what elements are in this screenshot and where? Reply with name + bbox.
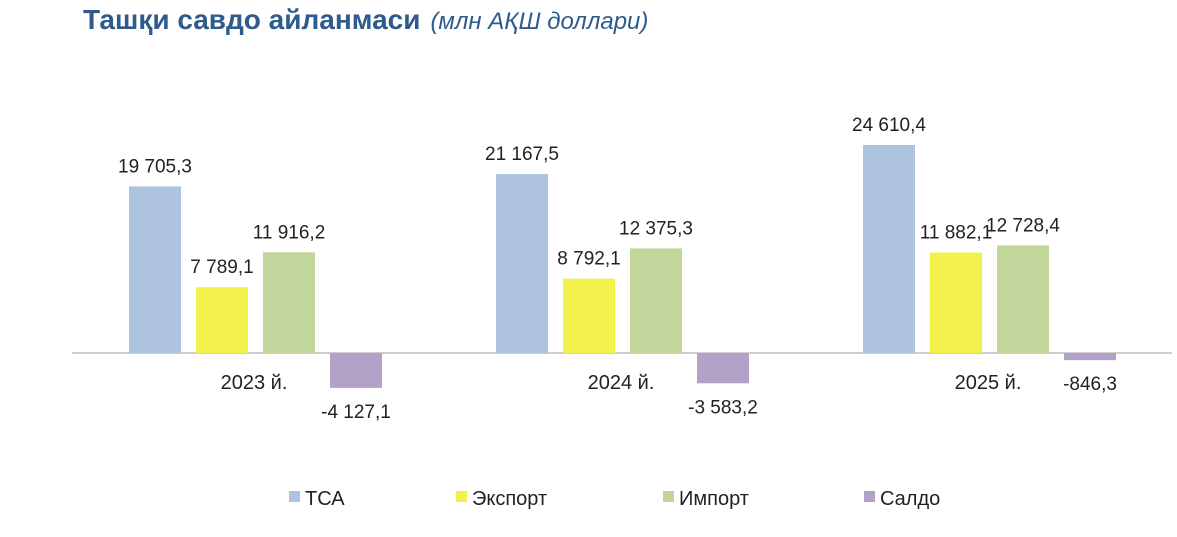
legend-swatch-Экспорт bbox=[456, 491, 467, 502]
data-label: 7 789,1 bbox=[190, 257, 253, 278]
bar-Импорт-1 bbox=[263, 252, 315, 353]
data-label: 8 792,1 bbox=[557, 249, 620, 270]
data-label: -3 583,2 bbox=[688, 397, 758, 418]
bar-Экспорт-1 bbox=[196, 287, 248, 353]
bar-ТСА-3 bbox=[863, 145, 915, 353]
bar-Салдо-3 bbox=[1064, 353, 1116, 361]
category-label: 2024 й. bbox=[588, 372, 655, 394]
data-label: 12 728,4 bbox=[986, 215, 1060, 236]
data-label: 11 882,1 bbox=[920, 223, 993, 244]
data-label: 11 916,2 bbox=[253, 222, 326, 243]
bar-Импорт-3 bbox=[997, 245, 1049, 353]
bar-Салдо-1 bbox=[330, 353, 382, 388]
bar-Экспорт-2 bbox=[563, 278, 615, 353]
bar-Экспорт-3 bbox=[930, 252, 982, 353]
bar-ТСА-1 bbox=[129, 186, 181, 353]
chart-title: Ташқи савдо айланмаси (млн АҚШ доллари) bbox=[83, 4, 648, 36]
legend-label: Салдо bbox=[880, 488, 940, 510]
data-label: -4 127,1 bbox=[321, 402, 391, 423]
data-label: -846,3 bbox=[1063, 374, 1117, 395]
category-label: 2025 й. bbox=[955, 372, 1022, 394]
data-label: 12 375,3 bbox=[619, 218, 693, 239]
bar-Салдо-2 bbox=[697, 353, 749, 384]
legend-swatch-Салдо bbox=[864, 491, 875, 502]
legend-label: ТСА bbox=[305, 488, 345, 510]
data-label: 24 610,4 bbox=[852, 115, 926, 136]
data-label: 19 705,3 bbox=[118, 156, 192, 177]
chart-title-unit: (млн АҚШ доллари) bbox=[430, 8, 649, 35]
legend-label: Импорт bbox=[679, 488, 749, 510]
category-label: 2023 й. bbox=[221, 372, 288, 394]
bar-ТСА-2 bbox=[496, 174, 548, 353]
bar-Импорт-2 bbox=[630, 248, 682, 353]
chart-title-main: Ташқи савдо айланмаси bbox=[83, 4, 421, 35]
legend-label: Экспорт bbox=[472, 488, 547, 510]
legend-swatch-ТСА bbox=[289, 491, 300, 502]
legend-swatch-Импорт bbox=[663, 491, 674, 502]
data-label: 21 167,5 bbox=[485, 144, 559, 165]
